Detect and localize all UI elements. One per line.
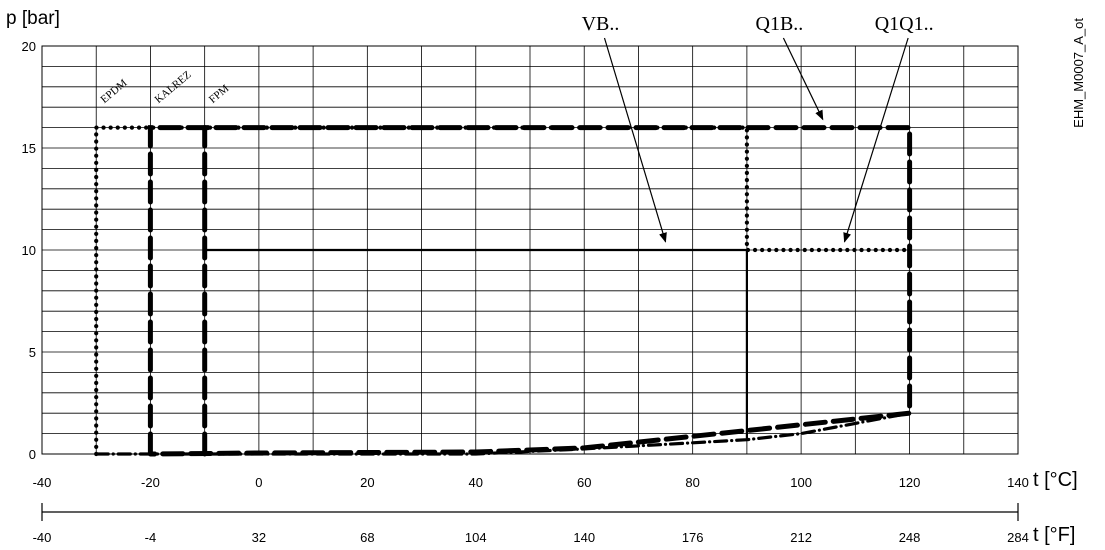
- annotation-arrow: [603, 37, 667, 243]
- annotation-arrow: [843, 37, 909, 243]
- x-axis-label-celsius: t [°C]: [1033, 469, 1078, 491]
- x-tick-label: 40: [469, 475, 483, 490]
- x-tick-label: 60: [577, 475, 591, 490]
- y-tick-label: 10: [22, 243, 36, 258]
- x2-tick-label: -40: [33, 530, 52, 545]
- x2-tick-label: 104: [465, 530, 487, 545]
- x2-tick-label: 176: [682, 530, 704, 545]
- x2-tick-label: 140: [573, 530, 595, 545]
- x2-tick-label: 32: [252, 530, 266, 545]
- y-tick-label: 15: [22, 141, 36, 156]
- x-tick-label: 140: [1007, 475, 1029, 490]
- x-tick-label: 100: [790, 475, 812, 490]
- annotations: VB.. Q1B.. Q1Q1..: [582, 13, 934, 243]
- x2-tick-label: 68: [360, 530, 374, 545]
- x2-tick-label: -4: [145, 530, 157, 545]
- fahrenheit-axis: -40 -4 32 68 104 140 176 212 248 284: [33, 503, 1029, 545]
- plot-frame: [41, 45, 1019, 455]
- x2-tick-label: 284: [1007, 530, 1029, 545]
- x-tick-label: 80: [685, 475, 699, 490]
- x-tick-label: 20: [360, 475, 374, 490]
- series-line-lower-limit: [94, 411, 912, 456]
- x2-tick-label: 248: [899, 530, 921, 545]
- annotation-label: VB..: [582, 13, 620, 35]
- y-tick-label: 0: [29, 447, 36, 462]
- annotation-label: Q1B..: [756, 13, 804, 35]
- annotation-label: Q1Q1..: [875, 13, 934, 35]
- series-group: [94, 125, 913, 457]
- x-tick-label: -40: [33, 475, 52, 490]
- figure-code-label: EHM_M0007_A_ot: [1071, 18, 1086, 128]
- x-tick-label: 0: [255, 475, 262, 490]
- y-axis-label: p [bar]: [6, 8, 60, 29]
- y-tick-labels: 0 5 10 15 20: [22, 39, 36, 462]
- y-tick-label: 20: [22, 39, 36, 54]
- x-tick-labels: -40 -20 0 20 40 60 80 100 120 140: [33, 475, 1029, 490]
- x-tick-label: -20: [141, 475, 160, 490]
- x2-tick-label: 212: [790, 530, 812, 545]
- annotation-arrow: [782, 37, 824, 121]
- x-axis-label-fahrenheit: t [°F]: [1033, 524, 1075, 546]
- x-tick-label: 120: [899, 475, 921, 490]
- y-tick-label: 5: [29, 345, 36, 360]
